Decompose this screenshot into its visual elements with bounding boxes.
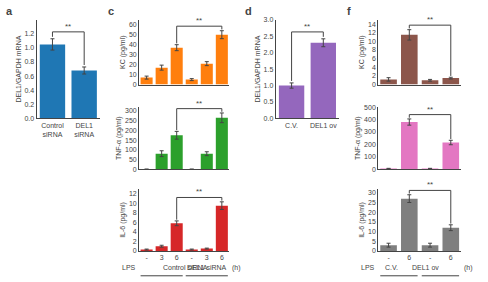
svg-text:-: - bbox=[387, 254, 390, 261]
svg-text:8: 8 bbox=[372, 46, 376, 53]
svg-text:c: c bbox=[108, 5, 114, 17]
svg-text:ControlsiRNA: ControlsiRNA bbox=[41, 122, 64, 138]
svg-text:DEL1 siRNA: DEL1 siRNA bbox=[187, 264, 227, 271]
svg-text:Control siRNA: Control siRNA bbox=[163, 264, 208, 271]
svg-text:-: - bbox=[145, 254, 148, 261]
svg-text:2.0: 2.0 bbox=[264, 49, 274, 56]
svg-text:**: ** bbox=[196, 16, 202, 25]
svg-text:3: 3 bbox=[160, 254, 164, 261]
svg-text:50: 50 bbox=[129, 31, 137, 38]
svg-text:1.0: 1.0 bbox=[24, 44, 34, 51]
svg-text:2.5: 2.5 bbox=[264, 33, 274, 40]
svg-text:2: 2 bbox=[133, 238, 137, 245]
svg-text:0: 0 bbox=[372, 247, 376, 254]
svg-text:IL-6 (pg/ml): IL-6 (pg/ml) bbox=[119, 202, 127, 238]
svg-text:d: d bbox=[245, 5, 252, 17]
svg-text:0.2: 0.2 bbox=[24, 101, 34, 108]
svg-text:300: 300 bbox=[364, 128, 376, 135]
svg-text:500: 500 bbox=[364, 104, 376, 111]
svg-text:DEL1 ov: DEL1 ov bbox=[412, 264, 439, 271]
svg-text:14: 14 bbox=[368, 21, 376, 28]
svg-text:8: 8 bbox=[133, 209, 137, 216]
svg-text:12: 12 bbox=[368, 29, 376, 36]
svg-text:6: 6 bbox=[220, 254, 224, 261]
svg-text:4: 4 bbox=[372, 64, 376, 71]
svg-text:(h): (h) bbox=[464, 264, 473, 272]
svg-text:12: 12 bbox=[129, 190, 137, 197]
svg-text:3.0: 3.0 bbox=[264, 16, 274, 23]
svg-text:10: 10 bbox=[129, 71, 137, 78]
svg-text:DEL1siRNA: DEL1siRNA bbox=[74, 122, 94, 138]
svg-text:**: ** bbox=[65, 22, 71, 31]
svg-text:1.0: 1.0 bbox=[264, 82, 274, 89]
svg-text:TNF-α (pg/ml): TNF-α (pg/ml) bbox=[354, 116, 362, 160]
svg-text:TNF-α (pg/ml): TNF-α (pg/ml) bbox=[115, 116, 123, 160]
svg-text:LPS: LPS bbox=[122, 264, 136, 271]
svg-text:6: 6 bbox=[407, 254, 411, 261]
svg-text:0.5: 0.5 bbox=[264, 98, 274, 105]
svg-text:C.V.: C.V. bbox=[285, 122, 298, 129]
svg-text:KC (pg/ml): KC (pg/ml) bbox=[358, 35, 366, 68]
svg-text:6: 6 bbox=[133, 219, 137, 226]
svg-text:0.6: 0.6 bbox=[24, 73, 34, 80]
svg-text:30: 30 bbox=[368, 189, 376, 196]
svg-text:30: 30 bbox=[129, 51, 137, 58]
svg-text:1.2: 1.2 bbox=[24, 30, 34, 37]
svg-text:0: 0 bbox=[372, 166, 376, 173]
svg-text:a: a bbox=[6, 5, 13, 17]
svg-text:IL-6 (pg/ml): IL-6 (pg/ml) bbox=[358, 202, 366, 238]
svg-text:0.4: 0.4 bbox=[24, 87, 34, 94]
svg-text:0.0: 0.0 bbox=[24, 115, 34, 122]
svg-text:200: 200 bbox=[125, 127, 137, 134]
svg-text:10: 10 bbox=[129, 200, 137, 207]
svg-text:20: 20 bbox=[129, 61, 137, 68]
svg-text:**: ** bbox=[427, 105, 433, 114]
svg-text:2: 2 bbox=[372, 72, 376, 79]
svg-text:25: 25 bbox=[368, 199, 376, 206]
svg-text:**: ** bbox=[196, 99, 202, 108]
svg-text:0.8: 0.8 bbox=[24, 58, 34, 65]
svg-text:100: 100 bbox=[364, 153, 376, 160]
svg-text:0: 0 bbox=[133, 247, 137, 254]
svg-text:60: 60 bbox=[129, 21, 137, 28]
svg-text:5: 5 bbox=[372, 238, 376, 245]
svg-text:**: ** bbox=[196, 187, 202, 196]
svg-text:DEL1 ov: DEL1 ov bbox=[310, 122, 337, 129]
svg-text:0: 0 bbox=[372, 81, 376, 88]
svg-text:0.0: 0.0 bbox=[264, 115, 274, 122]
svg-text:50: 50 bbox=[129, 156, 137, 163]
svg-text:-: - bbox=[429, 254, 432, 261]
svg-text:15: 15 bbox=[368, 218, 376, 225]
svg-text:0: 0 bbox=[133, 166, 137, 173]
svg-text:6: 6 bbox=[175, 254, 179, 261]
svg-text:KC (pg/ml): KC (pg/ml) bbox=[119, 35, 127, 68]
svg-text:DEL1/GAPDH mRNA: DEL1/GAPDH mRNA bbox=[254, 35, 261, 102]
svg-text:-: - bbox=[191, 254, 194, 261]
svg-text:6: 6 bbox=[372, 55, 376, 62]
svg-text:40: 40 bbox=[129, 41, 137, 48]
svg-text:f: f bbox=[347, 5, 351, 17]
svg-text:150: 150 bbox=[125, 137, 137, 144]
svg-text:20: 20 bbox=[368, 209, 376, 216]
svg-text:**: ** bbox=[427, 180, 433, 189]
svg-text:10: 10 bbox=[368, 38, 376, 45]
svg-text:4: 4 bbox=[133, 228, 137, 235]
svg-text:**: ** bbox=[304, 22, 310, 31]
svg-text:400: 400 bbox=[364, 116, 376, 123]
svg-text:250: 250 bbox=[125, 117, 137, 124]
svg-text:6: 6 bbox=[449, 254, 453, 261]
svg-text:300: 300 bbox=[125, 107, 137, 114]
svg-text:200: 200 bbox=[364, 141, 376, 148]
svg-text:1.5: 1.5 bbox=[264, 66, 274, 73]
svg-text:(h): (h) bbox=[232, 264, 241, 272]
svg-text:**: ** bbox=[427, 15, 433, 24]
svg-text:100: 100 bbox=[125, 146, 137, 153]
svg-text:C.V.: C.V. bbox=[385, 264, 398, 271]
svg-text:0: 0 bbox=[133, 81, 137, 88]
svg-text:LPS: LPS bbox=[361, 264, 375, 271]
svg-text:DEL1/GAPDH mRNA: DEL1/GAPDH mRNA bbox=[15, 35, 22, 102]
svg-text:3: 3 bbox=[205, 254, 209, 261]
svg-text:10: 10 bbox=[368, 228, 376, 235]
